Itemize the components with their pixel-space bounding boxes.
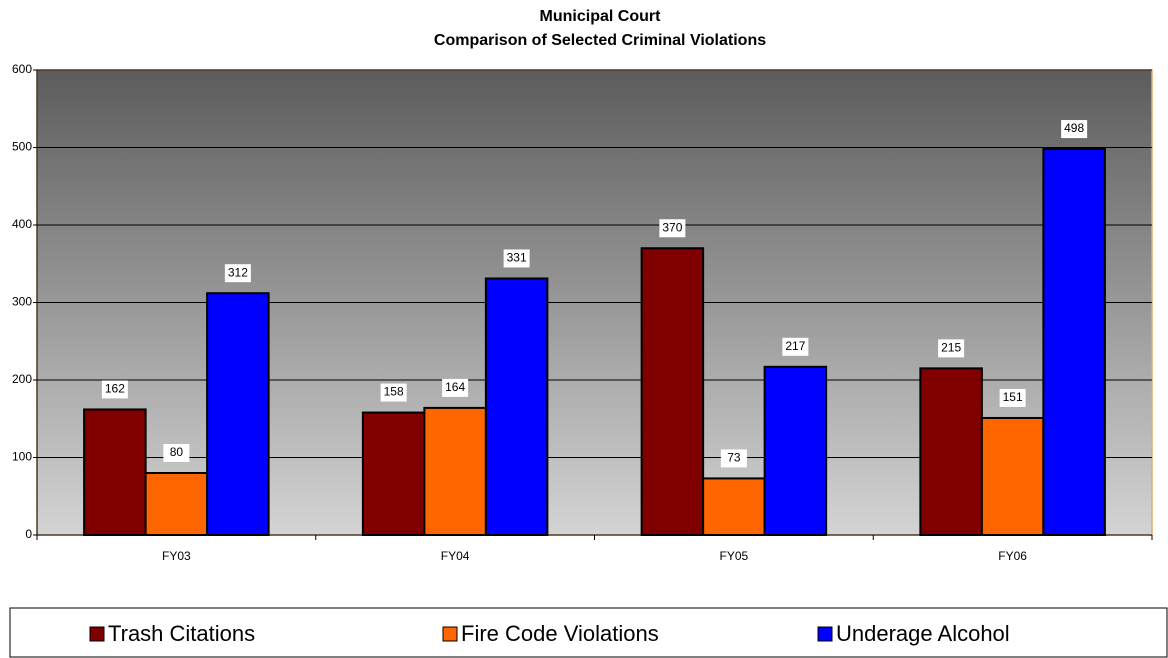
data-label: 217 xyxy=(785,339,805,353)
bar xyxy=(206,292,270,537)
label-box xyxy=(442,378,469,397)
data-label: 331 xyxy=(507,251,527,265)
y-tick-label: 200 xyxy=(12,372,32,386)
y-tick-label: 500 xyxy=(12,140,32,154)
legend-swatch xyxy=(442,626,458,642)
bar xyxy=(144,472,209,536)
data-label: 151 xyxy=(1003,390,1023,404)
bar xyxy=(1042,148,1106,537)
data-label: 215 xyxy=(941,341,961,355)
label-box xyxy=(999,388,1026,407)
legend-label: Fire Code Violations xyxy=(461,621,659,646)
bar xyxy=(702,477,766,536)
label-box xyxy=(503,249,530,268)
bar xyxy=(361,411,426,536)
data-label: 164 xyxy=(445,380,465,394)
data-label: 80 xyxy=(170,445,184,459)
y-tick-label: 400 xyxy=(12,217,32,231)
y-tick-label: 0 xyxy=(25,527,32,541)
label-box xyxy=(720,449,747,468)
legend-swatch xyxy=(817,626,833,642)
label-box xyxy=(101,380,128,399)
data-label: 158 xyxy=(384,385,404,399)
data-label: 370 xyxy=(662,220,682,234)
chart-title: Municipal Court xyxy=(540,8,662,25)
label-box xyxy=(1061,120,1088,139)
x-tick-label: FY03 xyxy=(162,549,191,563)
x-tick-label: FY05 xyxy=(720,549,749,563)
label-box xyxy=(659,219,686,238)
data-label: 73 xyxy=(727,451,741,465)
legend-swatch xyxy=(89,626,105,642)
data-label: 498 xyxy=(1064,121,1084,135)
data-label: 312 xyxy=(228,265,248,279)
y-tick-label: 600 xyxy=(12,62,32,76)
label-box xyxy=(938,339,965,358)
label-box xyxy=(380,383,407,402)
bar xyxy=(83,408,147,537)
legend-box xyxy=(9,607,1168,658)
bar xyxy=(980,416,1045,537)
bar xyxy=(640,247,705,536)
bar xyxy=(763,365,828,537)
bar xyxy=(919,367,983,536)
data-label: 162 xyxy=(105,382,125,396)
bar xyxy=(484,277,549,536)
label-box xyxy=(163,444,190,462)
chart-subtitle: Comparison of Selected Criminal Violatio… xyxy=(434,32,766,49)
legend-label: Trash Citations xyxy=(108,621,255,646)
bar xyxy=(423,406,487,536)
x-tick-label: FY06 xyxy=(998,549,1027,563)
legend-label: Underage Alcohol xyxy=(836,621,1010,646)
y-tick-label: 300 xyxy=(12,295,32,309)
label-box xyxy=(782,337,809,356)
label-box xyxy=(224,264,251,283)
y-tick-label: 100 xyxy=(12,450,32,464)
x-tick-label: FY04 xyxy=(441,549,470,563)
